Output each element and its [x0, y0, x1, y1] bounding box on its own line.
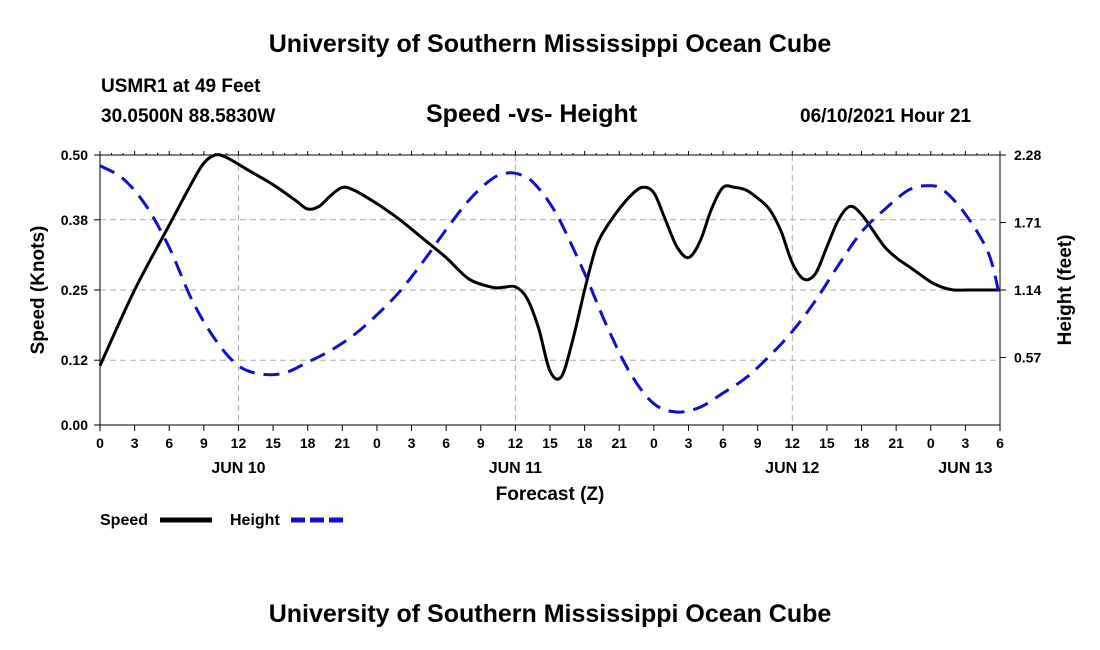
x-tick-label: 21 [888, 435, 904, 451]
legend-label-speed: Speed [100, 512, 148, 529]
y2-tick-label: 2.28 [1014, 147, 1041, 163]
x-tick-label: 6 [165, 435, 173, 451]
station-name: USMR1 at 49 Feet [101, 76, 261, 97]
y2-tick-label: 1.71 [1014, 215, 1041, 231]
main-title: University of Southern Mississippi Ocean… [268, 30, 832, 58]
legend-label-height: Height [230, 512, 280, 529]
footer-title: University of Southern Mississippi Ocean… [268, 600, 832, 628]
y-tick-label: 0.12 [61, 352, 88, 368]
date-label: JUN 12 [765, 460, 819, 477]
series-lines [98, 153, 1002, 414]
x-tick-label: 9 [477, 435, 485, 451]
series-line-speed [98, 153, 1000, 381]
y-tick-label: 0.50 [61, 147, 88, 163]
x-tick-label: 18 [300, 435, 316, 451]
date-label: JUN 13 [938, 460, 992, 477]
x-tick-label: 9 [200, 435, 208, 451]
x-tick-label: 0 [96, 435, 104, 451]
x-tick-label: 12 [785, 435, 801, 451]
x-tick-label: 18 [854, 435, 870, 451]
legend: Speed Height [100, 512, 343, 529]
x-tick-label: 0 [373, 435, 381, 451]
y-tick-label: 0.25 [61, 282, 88, 298]
x-tick-label: 3 [685, 435, 693, 451]
series-line-height [99, 164, 1002, 414]
x-axis-label: Forecast (Z) [496, 484, 605, 505]
x-tick-label: 9 [754, 435, 762, 451]
x-tick-label: 6 [719, 435, 727, 451]
x-tick-label: 15 [542, 435, 558, 451]
y2-axis-label: Height (feet) [1055, 235, 1076, 346]
x-tick-label: 6 [442, 435, 450, 451]
x-tick-label: 21 [611, 435, 627, 451]
axes: 0 3 6 9 12 15 18 21 0 3 6 9 12 15 18 21 0 3 6 9 12 15 18 21 0 3 6J… [28, 147, 1076, 505]
x-tick-label: 18 [577, 435, 593, 451]
x-tick-label: 3 [408, 435, 416, 451]
y-axis-label: Speed (Knots) [28, 226, 49, 355]
x-tick-label: 12 [508, 435, 524, 451]
grid-lines [100, 155, 1000, 425]
x-tick-label: 15 [265, 435, 281, 451]
y2-tick-label: 0.57 [1014, 350, 1041, 366]
x-tick-label: 0 [927, 435, 935, 451]
station-coords: 30.0500N 88.5830W [101, 106, 276, 127]
x-tick-label: 3 [961, 435, 969, 451]
date-label: JUN 10 [211, 460, 265, 477]
x-tick-label: 21 [335, 435, 351, 451]
x-tick-label: 0 [650, 435, 658, 451]
y-tick-label: 0.38 [61, 212, 88, 228]
date-label: JUN 11 [489, 460, 542, 477]
x-tick-label: 12 [231, 435, 247, 451]
run-time: 06/10/2021 Hour 21 [800, 106, 972, 127]
x-tick-label: 15 [819, 435, 835, 451]
y-tick-label: 0.00 [61, 417, 88, 433]
chart-title: Speed -vs- Height [426, 100, 638, 128]
x-tick-label: 3 [131, 435, 139, 451]
y2-tick-label: 1.14 [1014, 282, 1041, 298]
x-tick-label: 6 [996, 435, 1004, 451]
